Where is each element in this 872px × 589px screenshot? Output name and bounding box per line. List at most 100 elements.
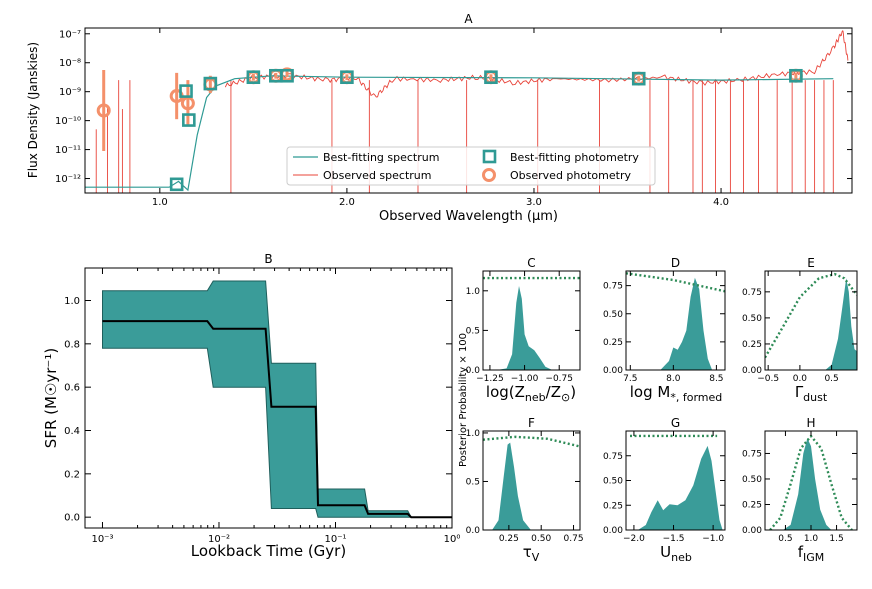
posterior-xtick-label: 7.5 (623, 374, 637, 384)
panel-d: 7.5 8.0 8.5 0.00 0.25 0.50 0.75 D (603, 256, 726, 384)
prior-dotted-line (483, 435, 580, 448)
legend-label-observed-photometry: Observed photometry (510, 169, 631, 182)
posterior-frame (482, 430, 581, 531)
panel-a: 1.0 2.0 3.0 4.0 10⁻¹² 10⁻¹¹ 10⁻¹⁰ 10⁻⁹ 10⁻⁸ 10⁻⁷ A… (26, 12, 853, 224)
panel-b: 10⁻³ 10⁻² 10⁻¹ 10⁰ 0.0 0.2 0.4 0.6 0.8 1.0 B Lookba… (42, 252, 460, 560)
best-fitting-photometry-point (182, 113, 196, 127)
panel-e: −0.5 0.0 0.5 0.00 0.25 0.50 0.75 E (742, 256, 858, 384)
posterior-ytick-label: 0.00 (742, 366, 762, 376)
posterior-xtick-label: 8.0 (666, 374, 681, 384)
panel-b-ytick-label: 0.6 (64, 383, 80, 394)
panel-b-frame (84, 267, 453, 529)
panel-a-ytick-label: 10⁻¹⁰ (55, 116, 81, 127)
posterior-ytick-label: 0.00 (603, 366, 623, 376)
posterior-xtick-label: −0.75 (545, 374, 573, 384)
posterior-ytick-label: 0.50 (603, 310, 623, 320)
posterior-panel-title: H (806, 416, 815, 430)
panel-b-ytick-label: 1.0 (64, 296, 80, 307)
sfh-confidence-band (102, 280, 452, 518)
posterior-panel-title: G (671, 416, 680, 430)
panel-a-ytick-label: 10⁻⁸ (59, 58, 81, 69)
panel-b-xtick-label: 10⁻¹ (324, 534, 346, 545)
best-fitting-photometry-point (169, 177, 184, 192)
panel-c-xlabel: log(Zneb/Z⊙) (486, 383, 576, 404)
panel-b-ytick-label: 0.2 (64, 469, 80, 480)
posterior-ytick-label: 0.0 (466, 366, 481, 376)
panel-a-ytick-label: 10⁻⁹ (59, 87, 81, 98)
posterior-ytick-label: 0.25 (603, 501, 623, 511)
panel-a-ytick-label: 10⁻¹¹ (55, 145, 81, 156)
sfh-median-line (102, 320, 452, 519)
posterior-xtick-label: −2.0 (623, 534, 645, 544)
prior-dotted-line (626, 272, 725, 293)
panel-a-ytick-label: 10⁻⁷ (59, 29, 81, 40)
posterior-ytick-label: 0.00 (742, 526, 762, 536)
panel-a-xtick-label: 1.0 (152, 197, 168, 208)
posterior-xtick-label: 0.25 (499, 534, 519, 544)
posterior-ytick-label: 0.25 (603, 338, 623, 348)
posterior-area (782, 438, 832, 530)
posterior-xtick-label: 1.0 (804, 534, 819, 544)
posterior-panel-title: E (807, 256, 815, 270)
panel-a-plot (85, 30, 849, 193)
posterior-area (492, 442, 531, 530)
posterior-ytick-label: 1.0 (466, 429, 481, 439)
posterior-xtick-label: 8.5 (709, 374, 723, 384)
panel-f-xlabel: τV (523, 543, 540, 564)
posterior-panel-title: D (671, 256, 680, 270)
panel-c: −1.25 −1.00 −0.75 0.0 0.5 1.0 C (466, 256, 581, 384)
legend-swatch-best-photometry (482, 149, 497, 164)
panel-b-xtick-label: 10⁻³ (91, 534, 113, 545)
prior-dotted-line (769, 434, 853, 530)
panel-h-xlabel: fIGM (798, 543, 825, 564)
panel-b-ylabel: SFR (M☉yr⁻¹) (42, 348, 60, 448)
panel-b-ytick-label: 0.4 (64, 426, 80, 437)
posterior-area (825, 278, 857, 370)
posterior-ytick-label: 0.75 (603, 452, 623, 462)
panel-b-xtick-label: 10⁻² (208, 534, 230, 545)
posterior-xtick-label: −1.5 (663, 534, 685, 544)
legend-label-observed-spectrum: Observed spectrum (323, 169, 431, 182)
posterior-xtick-label: −1.25 (476, 374, 504, 384)
panel-d-xlabel: log M*, formed (630, 383, 722, 404)
panel-a-xtick-label: 3.0 (526, 197, 542, 208)
posterior-ytick-label: 1.0 (466, 287, 481, 297)
posterior-xtick-label: 0.0 (793, 374, 808, 384)
panel-a-frame (84, 27, 853, 194)
posterior-ytick-label: 0.5 (466, 477, 480, 487)
best-fitting-photometry-point (631, 71, 646, 86)
panel-a-ytick-label: 10⁻¹² (55, 174, 81, 185)
posterior-ytick-label: 0.25 (742, 500, 762, 510)
panel-a-xtick-label: 4.0 (713, 197, 729, 208)
posterior-ytick-label: 0.50 (603, 477, 623, 487)
posterior-xtick-label: −1.00 (511, 374, 539, 384)
panel-b-title: B (264, 252, 272, 266)
posterior-ytick-label: 0.5 (466, 326, 480, 336)
best-fitting-photometry-point (246, 70, 261, 85)
prior-dotted-line (765, 272, 857, 359)
best-fitting-photometry-point (179, 84, 193, 98)
posterior-xtick-label: 0.5 (778, 534, 792, 544)
panel-f: 0.25 0.50 0.75 0.0 0.5 1.0 F (466, 416, 584, 544)
panel-b-ytick-label: 0.8 (64, 339, 80, 350)
panel-h: 0.5 1.0 1.5 0.00 0.25 0.50 0.75 H (742, 416, 858, 544)
legend-label-best-photometry: Best-fitting photometry (510, 151, 639, 164)
best-fitting-photometry-point (789, 68, 803, 83)
posterior-area (637, 445, 723, 530)
posterior-xtick-label: 1.5 (829, 534, 843, 544)
posterior-area (496, 286, 553, 370)
observed-photometry-point (96, 103, 111, 118)
posterior-frame (482, 270, 581, 371)
best-fitting-photometry-point (280, 68, 294, 83)
posterior-ytick-label: 0.50 (742, 475, 762, 485)
panel-b-xtick-label: 10⁰ (444, 534, 461, 545)
posterior-ytick-label: 0.75 (603, 282, 623, 292)
panel-g-xlabel: Uneb (660, 543, 692, 564)
posterior-frame (625, 270, 726, 371)
posterior-xtick-label: 0.75 (564, 534, 584, 544)
legend-label-best-spectrum: Best-fitting spectrum (323, 151, 439, 164)
panel-a-title: A (464, 12, 473, 26)
posterior-panel-title: F (528, 416, 535, 430)
panel-e-xlabel: Γdust (795, 383, 828, 404)
